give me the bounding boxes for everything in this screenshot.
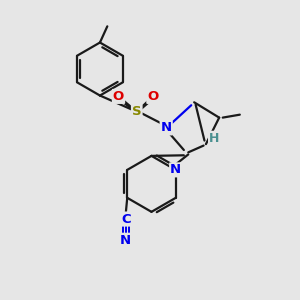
Text: C: C: [121, 212, 130, 226]
Text: H: H: [209, 132, 219, 145]
Text: N: N: [170, 164, 181, 176]
Text: S: S: [132, 105, 142, 118]
Text: O: O: [147, 90, 159, 103]
Text: N: N: [160, 122, 172, 134]
Text: O: O: [113, 90, 124, 103]
Text: N: N: [120, 234, 131, 247]
